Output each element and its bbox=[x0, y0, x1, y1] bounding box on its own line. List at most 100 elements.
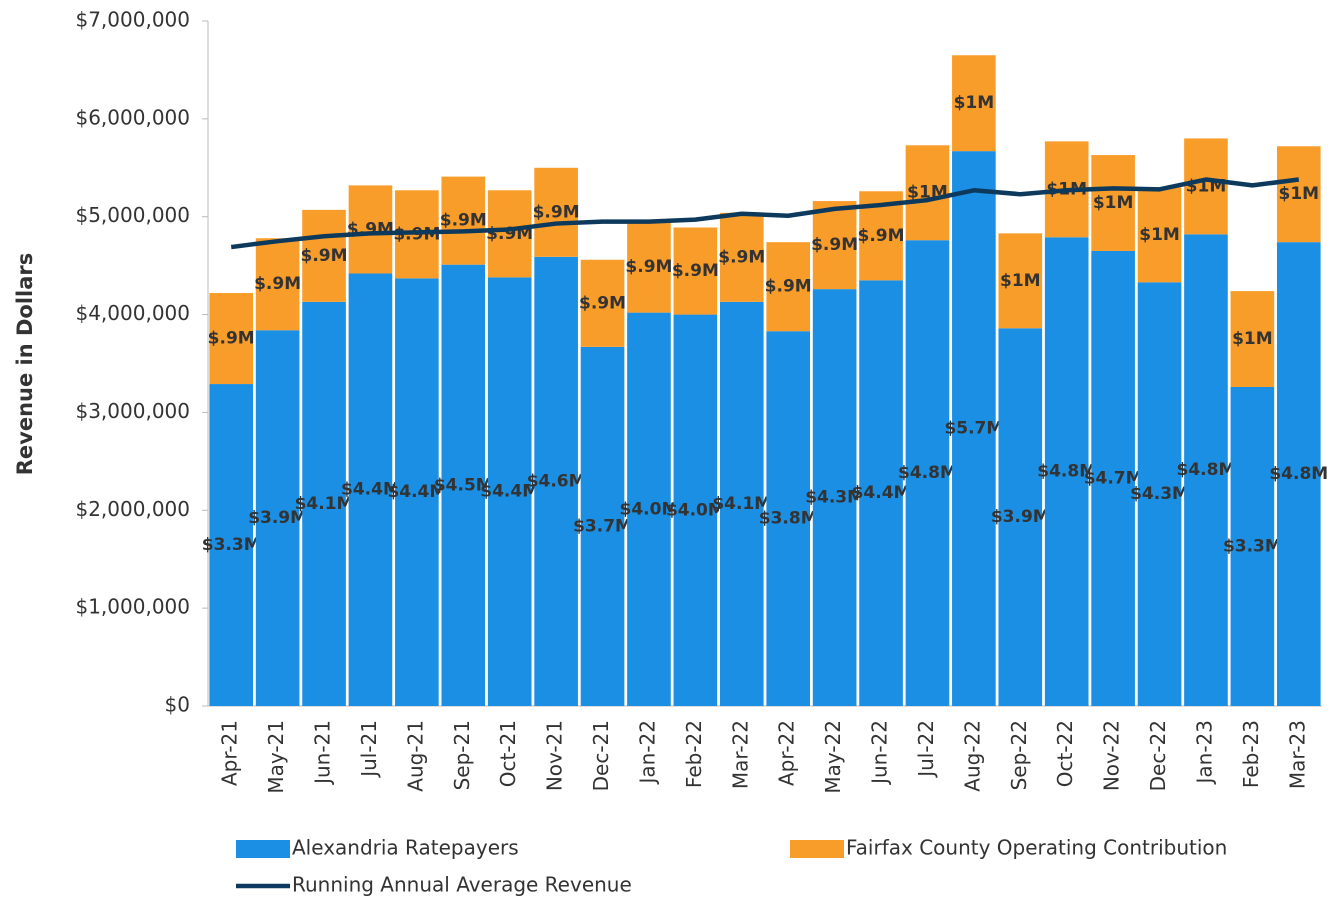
x-tick-label: Dec-21 bbox=[589, 720, 613, 791]
bar-segment bbox=[998, 328, 1043, 706]
bar-segment bbox=[255, 330, 300, 706]
data-label: $3.3M bbox=[202, 535, 261, 555]
x-tick-label: Nov-22 bbox=[1100, 720, 1124, 791]
legend-label: Running Annual Average Revenue bbox=[292, 873, 632, 897]
data-label: $1M bbox=[954, 93, 995, 113]
x-tick-label: Mar-23 bbox=[1285, 720, 1309, 789]
y-tick-label: $2,000,000 bbox=[75, 497, 190, 521]
data-label: $.9M bbox=[208, 329, 255, 349]
data-label: $.9M bbox=[440, 211, 487, 231]
data-label: $1M bbox=[1279, 184, 1320, 204]
bar-segment bbox=[766, 242, 811, 332]
bar-segment bbox=[812, 201, 857, 290]
bar-segment bbox=[1184, 138, 1228, 235]
bar-segment bbox=[952, 55, 996, 152]
bar-segment bbox=[1276, 242, 1321, 706]
bar-segment bbox=[952, 151, 996, 706]
x-tick-label: Oct-21 bbox=[496, 720, 520, 787]
bar-segment bbox=[487, 190, 532, 278]
data-label: $4.5M bbox=[434, 475, 493, 495]
bar-segment bbox=[673, 227, 718, 315]
x-tick-label: Dec-22 bbox=[1146, 720, 1170, 791]
bar-segment bbox=[1230, 291, 1275, 387]
x-tick-label: Jun-22 bbox=[868, 720, 892, 786]
data-label: $4.3M bbox=[805, 488, 864, 508]
data-label: $.9M bbox=[858, 226, 905, 246]
x-tick-label: Jul-21 bbox=[357, 720, 381, 779]
bar-segment bbox=[534, 167, 578, 257]
bar-segment bbox=[1137, 282, 1182, 706]
bar-segment bbox=[1184, 234, 1228, 707]
data-label: $.9M bbox=[672, 261, 719, 281]
x-tick-label: Sep-22 bbox=[1007, 720, 1031, 790]
x-tick-label: May-21 bbox=[264, 720, 288, 794]
data-label: $4.6M bbox=[527, 471, 586, 491]
bar-segment bbox=[348, 273, 393, 706]
x-tick-label: Nov-21 bbox=[543, 720, 567, 791]
data-label: $4.1M bbox=[712, 494, 771, 514]
y-axis-label: Revenue in Dollars bbox=[13, 253, 37, 476]
bar-segment bbox=[302, 209, 346, 302]
legend-label: Fairfax County Operating Contribution bbox=[846, 836, 1227, 860]
bar-segment bbox=[441, 264, 486, 706]
data-label: $4.0M bbox=[620, 499, 679, 519]
x-tick-label: Feb-22 bbox=[682, 720, 706, 788]
x-tick-label: Jun-21 bbox=[311, 720, 335, 786]
data-label: $4.8M bbox=[1269, 464, 1328, 484]
data-label: $4.4M bbox=[341, 480, 400, 500]
data-label: $4.0M bbox=[666, 500, 725, 520]
bar-segment bbox=[487, 277, 532, 706]
bar-segment bbox=[766, 331, 811, 706]
bar-segment bbox=[534, 256, 578, 706]
y-tick-label: $0 bbox=[165, 693, 190, 717]
x-tick-label: Oct-22 bbox=[1053, 720, 1077, 787]
data-label: $3.3M bbox=[1223, 536, 1282, 556]
x-tick-label: May-22 bbox=[821, 720, 845, 794]
bar-segment bbox=[1230, 386, 1275, 706]
bar-segment bbox=[627, 312, 671, 706]
data-label: $4.8M bbox=[1037, 462, 1096, 482]
data-label: $.9M bbox=[625, 257, 672, 277]
bar-segment bbox=[209, 384, 254, 706]
x-tick-label: Apr-22 bbox=[775, 720, 799, 786]
bar-segment bbox=[302, 301, 346, 706]
bar-segment bbox=[1137, 187, 1182, 283]
data-label: $4.8M bbox=[898, 463, 957, 483]
data-label: $.9M bbox=[579, 293, 626, 313]
x-tick-label: Mar-22 bbox=[728, 720, 752, 789]
data-label: $.9M bbox=[301, 246, 348, 266]
bar-segment bbox=[812, 289, 857, 706]
bar-segment bbox=[719, 212, 764, 302]
bar-segment bbox=[209, 293, 254, 385]
bar-segment bbox=[580, 346, 625, 706]
y-tick-label: $4,000,000 bbox=[75, 301, 190, 325]
data-label: $4.8M bbox=[1177, 460, 1236, 480]
bar-segment bbox=[395, 278, 439, 706]
data-label: $5.7M bbox=[944, 419, 1003, 439]
bar-segment bbox=[905, 240, 950, 706]
x-tick-label: Jul-22 bbox=[914, 720, 938, 779]
bar-segment bbox=[859, 280, 903, 706]
data-label: $1M bbox=[1139, 225, 1180, 245]
y-tick-label: $5,000,000 bbox=[75, 203, 190, 227]
data-label: $4.4M bbox=[852, 483, 911, 503]
bar-segment bbox=[441, 176, 486, 265]
data-label: $4.7M bbox=[1084, 468, 1143, 488]
bar-segment bbox=[1091, 250, 1135, 706]
data-label: $3.8M bbox=[759, 509, 818, 529]
bar-segment bbox=[719, 301, 764, 706]
x-tick-label: Sep-21 bbox=[450, 720, 474, 790]
x-tick-label: Jan-22 bbox=[635, 720, 659, 786]
bar-segment bbox=[580, 259, 625, 347]
bar-segment bbox=[905, 145, 950, 241]
data-label: $.9M bbox=[533, 202, 580, 222]
bar-segment bbox=[348, 185, 393, 274]
data-label: $.9M bbox=[718, 247, 765, 267]
data-label: $4.3M bbox=[1130, 484, 1189, 504]
legend-label: Alexandria Ratepayers bbox=[292, 836, 519, 860]
bar-segment bbox=[673, 314, 718, 706]
x-tick-label: Feb-23 bbox=[1239, 720, 1263, 788]
y-tick-label: $6,000,000 bbox=[75, 105, 190, 129]
data-label: $3.7M bbox=[573, 516, 632, 536]
y-tick-label: $1,000,000 bbox=[75, 595, 190, 619]
